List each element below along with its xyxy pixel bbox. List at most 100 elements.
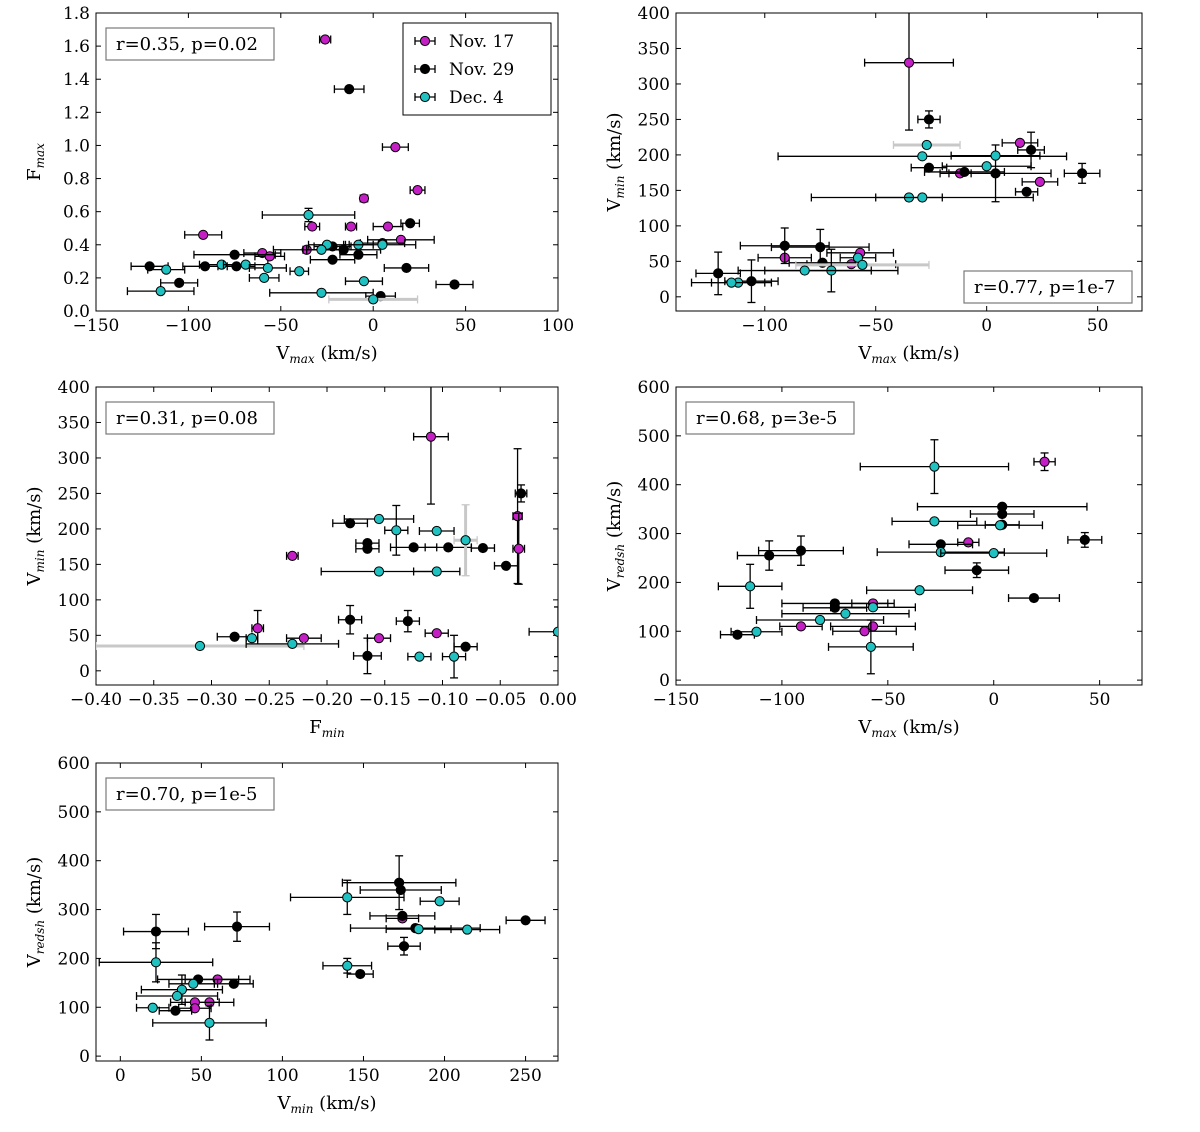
y-tick-label: 100 — [638, 217, 670, 237]
data-point — [344, 84, 355, 95]
data-point — [147, 1002, 158, 1013]
data-point — [316, 287, 327, 298]
data-point — [345, 614, 356, 625]
data-point — [171, 990, 183, 1002]
data-point — [240, 259, 251, 270]
data-point — [150, 926, 162, 937]
data-point — [373, 633, 385, 644]
x-tick-label: −100 — [759, 690, 806, 710]
data-point — [460, 535, 471, 546]
data-point — [345, 221, 357, 232]
data-point — [194, 640, 206, 652]
data-point — [990, 168, 1001, 179]
y-tick-label: 1.4 — [63, 70, 90, 90]
data-point — [431, 628, 442, 639]
data-point — [204, 1017, 215, 1028]
data-point — [746, 276, 757, 287]
data-point — [373, 513, 385, 525]
data-point — [395, 884, 406, 896]
x-tick-label: −50 — [263, 316, 299, 336]
data-point — [303, 209, 314, 221]
data-point — [327, 254, 338, 265]
x-tick-label: −100 — [165, 316, 212, 336]
y-tick-label: 100 — [58, 998, 90, 1018]
data-point — [929, 461, 940, 472]
x-tick-label: 0 — [115, 1066, 126, 1086]
x-axis-label: Vmax (km/s) — [857, 343, 959, 366]
y-tick-label: 0 — [79, 662, 90, 682]
data-point — [155, 286, 166, 297]
data-point — [988, 547, 999, 559]
annotation-box — [685, 401, 855, 435]
data-point — [373, 566, 385, 577]
data-point — [368, 294, 379, 305]
y-tick-label: 350 — [638, 39, 670, 59]
data-point — [390, 142, 401, 153]
y-tick-label: 0 — [659, 288, 670, 308]
chart-panel-1: −150 −100 −50 0 50 100 0.0 0.2 0.4 0.6 0.8 1.0 1.2 1.… — [24, 4, 574, 366]
y-tick-label: 600 — [58, 754, 90, 774]
data-point — [1076, 168, 1088, 179]
data-point — [402, 616, 413, 627]
data-point — [477, 542, 489, 554]
data-point — [500, 560, 512, 571]
data-point — [382, 221, 394, 232]
data-point — [1034, 176, 1046, 187]
data-point — [921, 139, 932, 151]
x-tick-label: 250 — [509, 1066, 541, 1086]
data-point — [264, 251, 275, 262]
y-tick-label: 400 — [58, 378, 90, 398]
data-point — [401, 262, 412, 274]
x-tick-label: 50 — [1089, 690, 1111, 710]
y-tick-label: 1.6 — [63, 37, 90, 57]
y-tick-label: 200 — [58, 949, 90, 969]
x-tick-label: 50 — [455, 316, 477, 336]
y-axis-label: Vredsh (km/s) — [24, 857, 47, 968]
x-tick-label: 0 — [988, 690, 999, 710]
y-tick-label: 300 — [638, 75, 670, 95]
y-tick-label: 400 — [638, 476, 670, 496]
data-point — [398, 941, 410, 952]
data-layer — [690, 13, 1101, 304]
data-point — [246, 633, 258, 644]
data-point — [413, 923, 424, 935]
data-point — [408, 542, 419, 553]
data-point — [764, 550, 775, 561]
annotation-text: r=0.77, p=1e-7 — [974, 277, 1115, 298]
data-point — [231, 261, 242, 272]
data-point — [990, 150, 1001, 161]
x-tick-label: 0 — [981, 316, 992, 336]
data-layer — [717, 439, 1103, 675]
data-point — [434, 896, 445, 907]
data-point — [362, 543, 373, 554]
data-point — [779, 240, 790, 251]
data-point — [362, 650, 373, 662]
annotation-box — [963, 270, 1133, 304]
data-point — [391, 525, 402, 536]
data-point — [431, 566, 442, 577]
data-point — [867, 621, 879, 632]
x-tick-label: 0 — [368, 316, 379, 336]
data-point — [377, 239, 388, 250]
x-tick-label: −0.05 — [474, 690, 526, 710]
y-tick-label: 0.0 — [63, 302, 90, 322]
x-tick-label: 50 — [191, 1066, 213, 1086]
data-point — [867, 602, 879, 613]
y-axis-label: Vredsh (km/s) — [604, 481, 627, 592]
data-point — [997, 508, 1008, 520]
data-point — [189, 1003, 200, 1014]
data-point — [307, 221, 318, 232]
data-point — [150, 957, 162, 968]
y-tick-label: 0 — [659, 671, 670, 691]
legend-label: Dec. 4 — [449, 88, 504, 108]
data-point — [917, 192, 928, 203]
data-point — [229, 249, 240, 260]
data-point — [231, 921, 243, 932]
y-tick-label: 1.2 — [63, 103, 90, 123]
data-point — [294, 266, 305, 277]
data-point — [161, 264, 172, 275]
y-tick-label: 1.0 — [63, 136, 90, 156]
data-point — [316, 244, 327, 255]
